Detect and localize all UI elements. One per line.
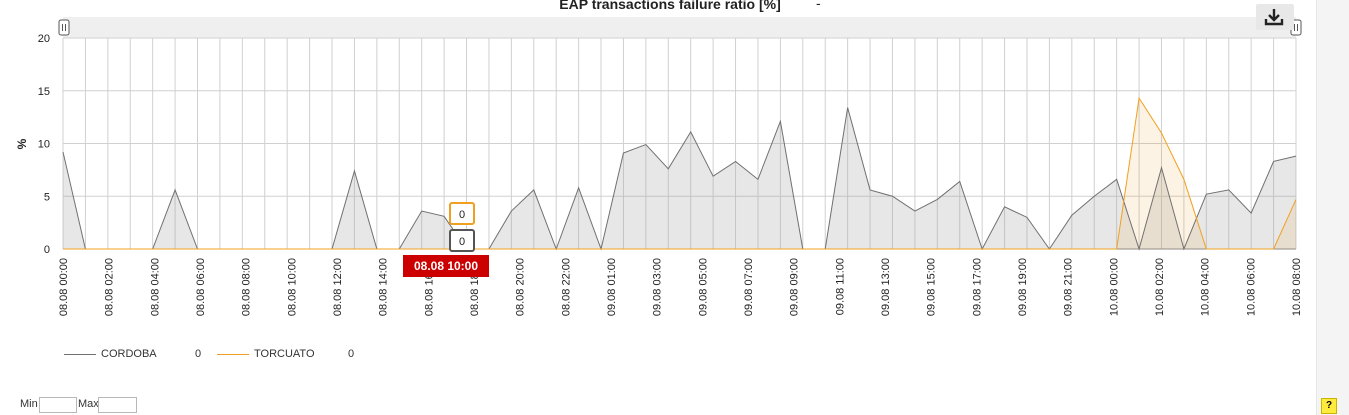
- x-tick-label: 08.08 04:00: [149, 258, 161, 316]
- y-tick-label: 15: [38, 86, 50, 98]
- tooltip-value: 0: [459, 236, 465, 248]
- range-handle-left[interactable]: [58, 19, 70, 36]
- x-tick-label: 09.08 19:00: [1017, 258, 1029, 316]
- x-tick-label: 09.08 01:00: [606, 258, 618, 316]
- series-area-cordoba: [63, 107, 1296, 249]
- x-axis: 08.08 00:00 08.08 02:00 08.08 04:00 08.08 0…: [58, 258, 1303, 316]
- x-tick-label: 08.08 22:00: [560, 258, 572, 316]
- range-navigator[interactable]: [63, 17, 1296, 38]
- series-lines: [62, 96, 1297, 251]
- scrollbar[interactable]: [1316, 0, 1349, 415]
- legend-line-cordoba: [64, 354, 96, 355]
- x-tick-label: 08.08 06:00: [195, 258, 207, 316]
- x-tick-label: 09.08 11:00: [834, 258, 846, 315]
- x-tick-label: 09.08 21:00: [1063, 258, 1075, 316]
- x-tick-label: 08.08 12:00: [332, 258, 344, 316]
- download-icon[interactable]: [1256, 4, 1294, 30]
- x-tick-label: 09.08 17:00: [971, 258, 983, 316]
- tooltip: 0 0 08.08 10:00: [403, 202, 489, 277]
- x-tick-label: 09.08 15:00: [926, 258, 938, 316]
- series-areas: [63, 98, 1296, 249]
- chart-title-suffix: -: [816, 0, 821, 11]
- x-tick-label: 10.08 02:00: [1154, 258, 1166, 316]
- tooltip-x-label: 08.08 10:00: [414, 259, 478, 273]
- legend-value-cordoba: 0: [195, 348, 202, 360]
- legend-name-cordoba: CORDOBA: [101, 348, 157, 360]
- max-input[interactable]: [98, 397, 137, 413]
- max-label: Max: [78, 398, 99, 410]
- series-area-torcuato: [63, 98, 1296, 249]
- tooltip-value: 0: [459, 209, 465, 221]
- x-tick-label: 08.08 00:00: [58, 258, 70, 316]
- x-tick-label: 08.08 10:00: [286, 258, 298, 316]
- x-tick-label: 09.08 13:00: [880, 258, 892, 316]
- x-tick-label: 09.08 09:00: [789, 258, 801, 316]
- y-axis-label: %: [15, 138, 29, 149]
- x-tick-label: 10.08 06:00: [1245, 258, 1257, 316]
- legend-line-torcuato: [217, 354, 249, 355]
- tooltip-value-box: [449, 202, 475, 225]
- tooltip-x-label-box: [403, 255, 489, 277]
- tooltip-value-box: [449, 229, 475, 252]
- x-tick-label: 09.08 03:00: [652, 258, 664, 316]
- min-input[interactable]: [39, 397, 77, 413]
- x-tick-label: 09.08 07:00: [743, 258, 755, 316]
- chart-title-text: EAP transactions failure ratio [%]: [559, 0, 780, 12]
- help-button[interactable]: ?: [1321, 398, 1337, 414]
- legend-value-torcuato: 0: [348, 348, 355, 360]
- min-label: Min: [20, 398, 38, 410]
- x-tick-label: 08.08 20:00: [515, 258, 527, 316]
- x-tick-label: 08.08 14:00: [378, 258, 390, 316]
- x-tick-label: 09.08 05:00: [697, 258, 709, 316]
- y-tick-label: 20: [38, 33, 50, 45]
- y-tick-label: 10: [38, 139, 50, 151]
- x-tick-label: 08.08 08:00: [241, 258, 253, 316]
- x-tick-label: 10.08 04:00: [1200, 258, 1212, 316]
- y-axis: 0 5 10 15 20: [38, 33, 50, 256]
- x-tick-label: 10.08 00:00: [1108, 258, 1120, 316]
- y-tick-label: 5: [44, 191, 50, 203]
- y-tick-label: 0: [44, 244, 50, 256]
- chart-title: EAP transactions failure ratio [%] -: [559, 0, 821, 12]
- legend-name-torcuato: TORCUATO: [254, 348, 315, 360]
- series-line-torcuato[interactable]: [63, 96, 1297, 250]
- x-tick-label: 10.08 08:00: [1291, 258, 1303, 316]
- x-tick-label: 08.08 02:00: [104, 258, 116, 316]
